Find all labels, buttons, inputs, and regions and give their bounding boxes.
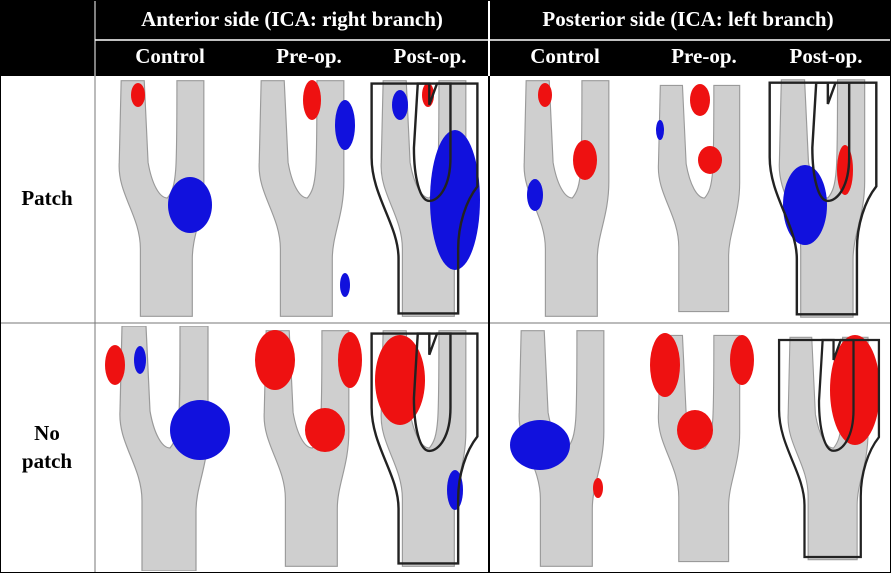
column-header: Post-op. (790, 44, 863, 68)
panel (105, 326, 230, 571)
panel (656, 84, 741, 313)
group-header: Anterior side (ICA: right branch) (141, 7, 443, 31)
row-label: Patch (21, 186, 73, 210)
panel (370, 80, 480, 317)
panel (118, 80, 212, 317)
panel (650, 333, 754, 563)
row-label: No (34, 421, 60, 445)
group-header: Posterior side (ICA: left branch) (542, 7, 833, 31)
panel (255, 330, 362, 567)
column-header: Pre-op. (276, 44, 342, 68)
column-header: Control (530, 44, 600, 68)
header-bg (0, 0, 891, 76)
column-header: Pre-op. (671, 44, 737, 68)
panel (523, 80, 610, 317)
panel (258, 80, 355, 317)
row-label: patch (22, 449, 72, 473)
panel (777, 335, 881, 561)
panel (510, 330, 605, 567)
column-header: Post-op. (394, 44, 467, 68)
column-header: Control (135, 44, 205, 68)
panel (370, 330, 479, 567)
panel (768, 79, 878, 318)
